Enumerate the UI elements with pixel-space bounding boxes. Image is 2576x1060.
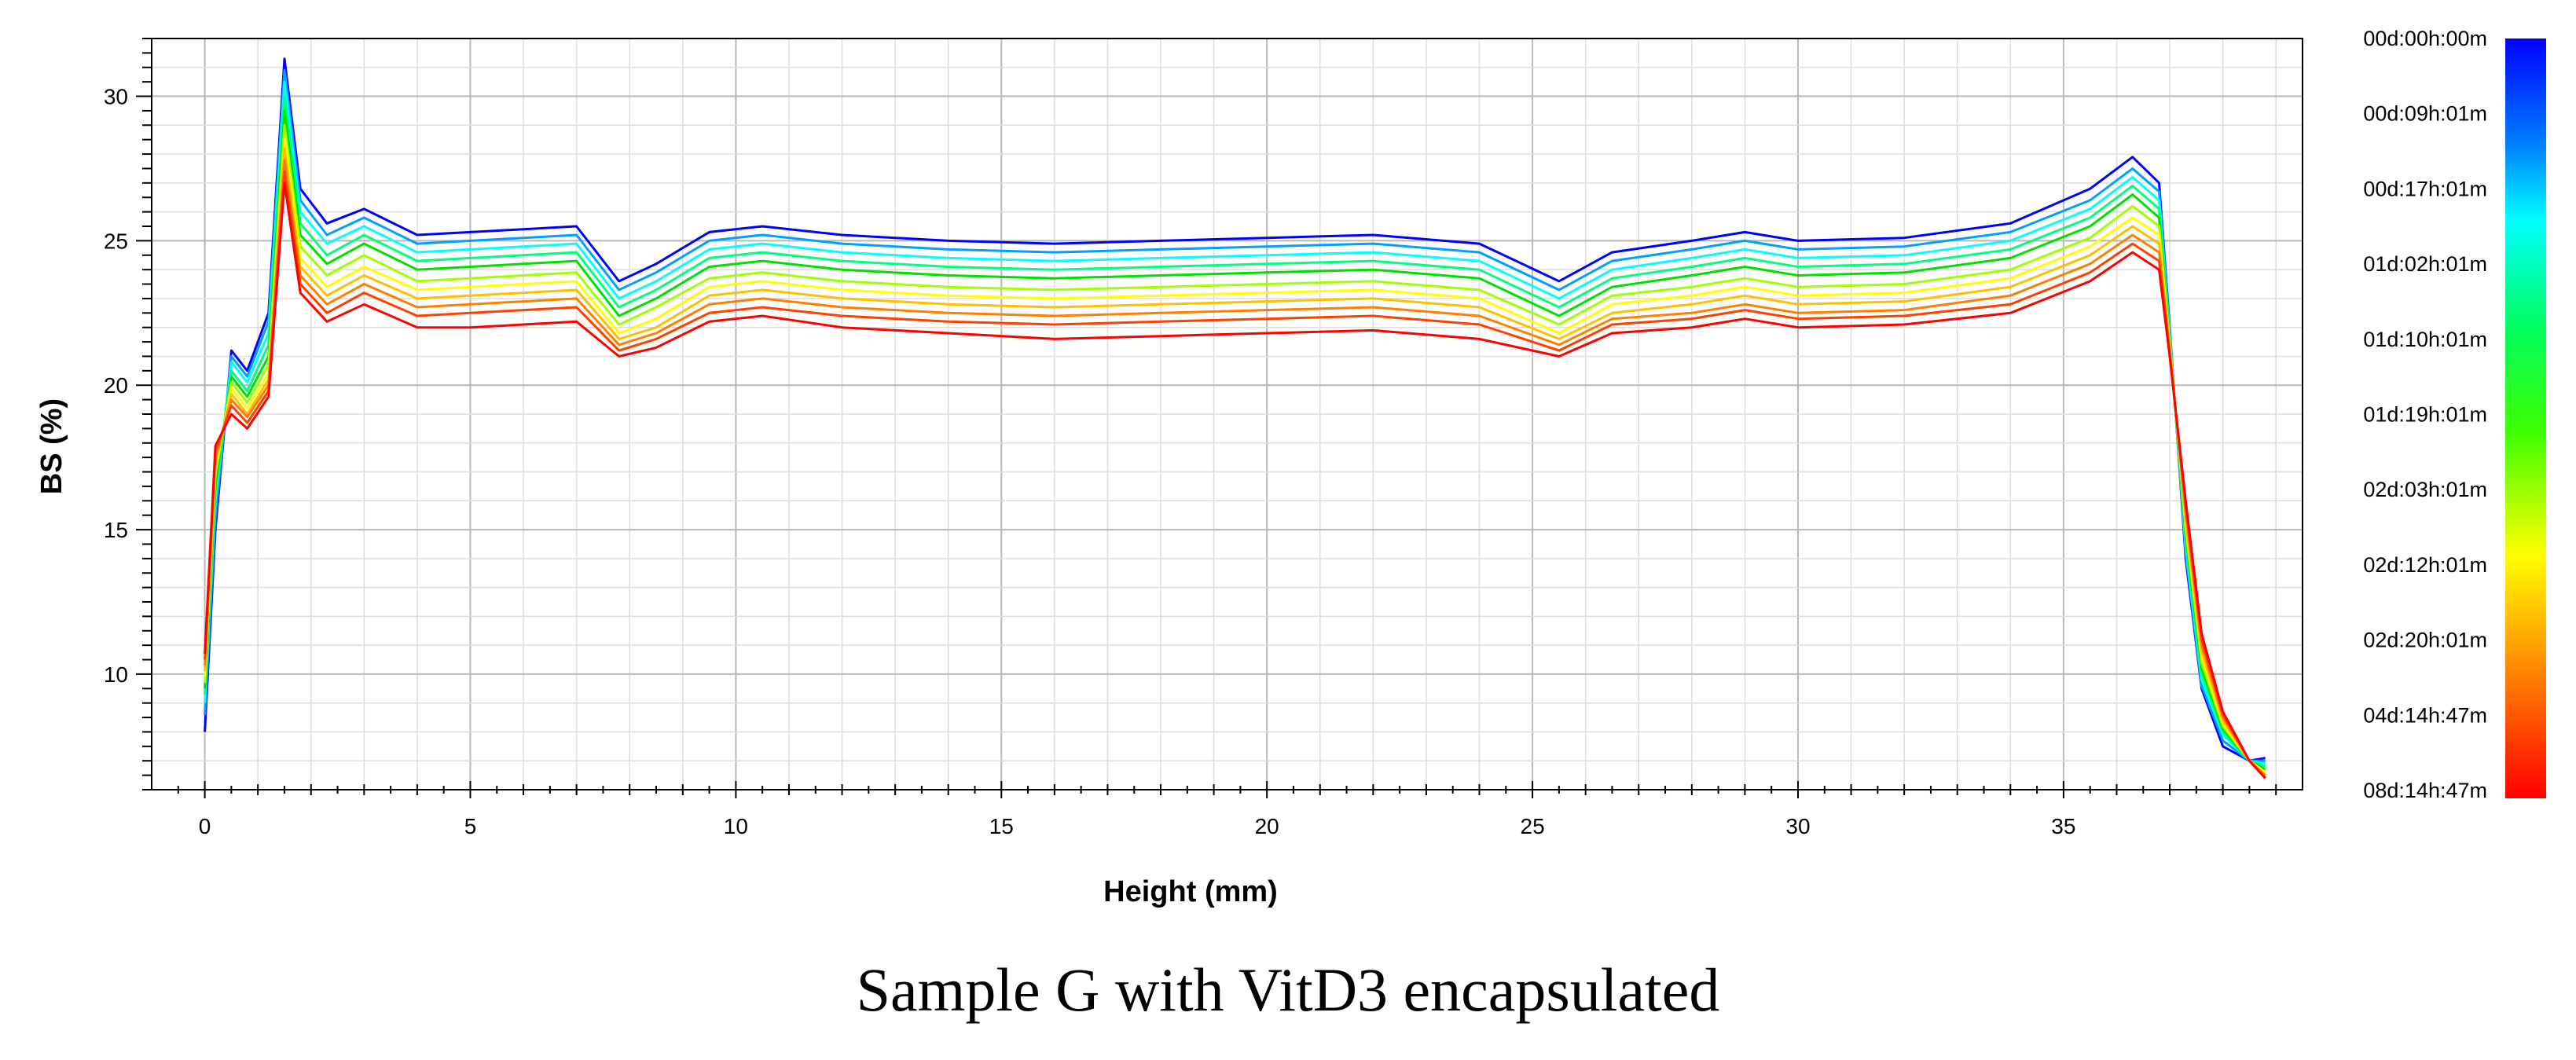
legend-label: 02d:03h:01m (2363, 478, 2487, 501)
legend: 00d:00h:00m 00d:09h:01m 00d:17h:01m 01d:02h… (2363, 27, 2487, 802)
y-tick-label: 30 (104, 85, 128, 109)
legend-label: 01d:19h:01m (2363, 403, 2487, 427)
series-line (204, 57, 2266, 762)
legend-label: 02d:20h:01m (2363, 629, 2487, 652)
x-tick-label: 35 (2051, 814, 2075, 838)
y-axis-title: BS (%) (35, 398, 68, 494)
series-line (204, 109, 2266, 771)
legend-color-bar (2505, 39, 2546, 798)
legend-label: 00d:00h:00m (2363, 27, 2487, 50)
legend-label: 04d:14h:47m (2363, 703, 2487, 727)
y-tick-label: 15 (104, 518, 128, 542)
series-line (204, 95, 2266, 768)
grid (152, 38, 2303, 790)
series-line (204, 123, 2266, 774)
y-tick-label: 10 (104, 662, 128, 687)
series-line (204, 135, 2266, 774)
series-group (204, 57, 2266, 779)
x-axis: 0 5 10 15 20 25 30 35 (177, 781, 2277, 838)
series-line (204, 158, 2266, 776)
legend-label: 02d:12h:01m (2363, 553, 2487, 577)
x-tick-label: 10 (724, 814, 748, 838)
x-tick-label: 30 (1785, 814, 1810, 838)
series-line (204, 80, 2266, 765)
x-tick-label: 0 (199, 814, 211, 838)
x-tick-label: 20 (1255, 814, 1279, 838)
series-line (204, 68, 2266, 762)
figure-caption: Sample G with VitD3 encapsulated (856, 955, 1720, 1024)
x-tick-label: 15 (989, 814, 1014, 838)
series-line (204, 182, 2266, 779)
series-line (204, 170, 2266, 779)
legend-label: 01d:10h:01m (2363, 328, 2487, 351)
legend-label: 08d:14h:47m (2363, 779, 2487, 802)
y-tick-label: 25 (104, 229, 128, 253)
y-axis: 10 15 20 25 30 (104, 38, 152, 790)
x-axis-title: Height (mm) (1103, 875, 1278, 908)
x-tick-label: 25 (1521, 814, 1545, 838)
y-tick-label: 20 (104, 373, 128, 398)
backscattering-chart: 0 5 10 15 20 25 30 35 10 15 20 25 30 Height (mm) BS… (35, 27, 2546, 908)
series-line (204, 147, 2266, 776)
legend-label: 00d:17h:01m (2363, 177, 2487, 200)
legend-label: 00d:09h:01m (2363, 102, 2487, 126)
legend-label: 01d:02h:01m (2363, 252, 2487, 276)
x-tick-label: 5 (464, 814, 477, 838)
